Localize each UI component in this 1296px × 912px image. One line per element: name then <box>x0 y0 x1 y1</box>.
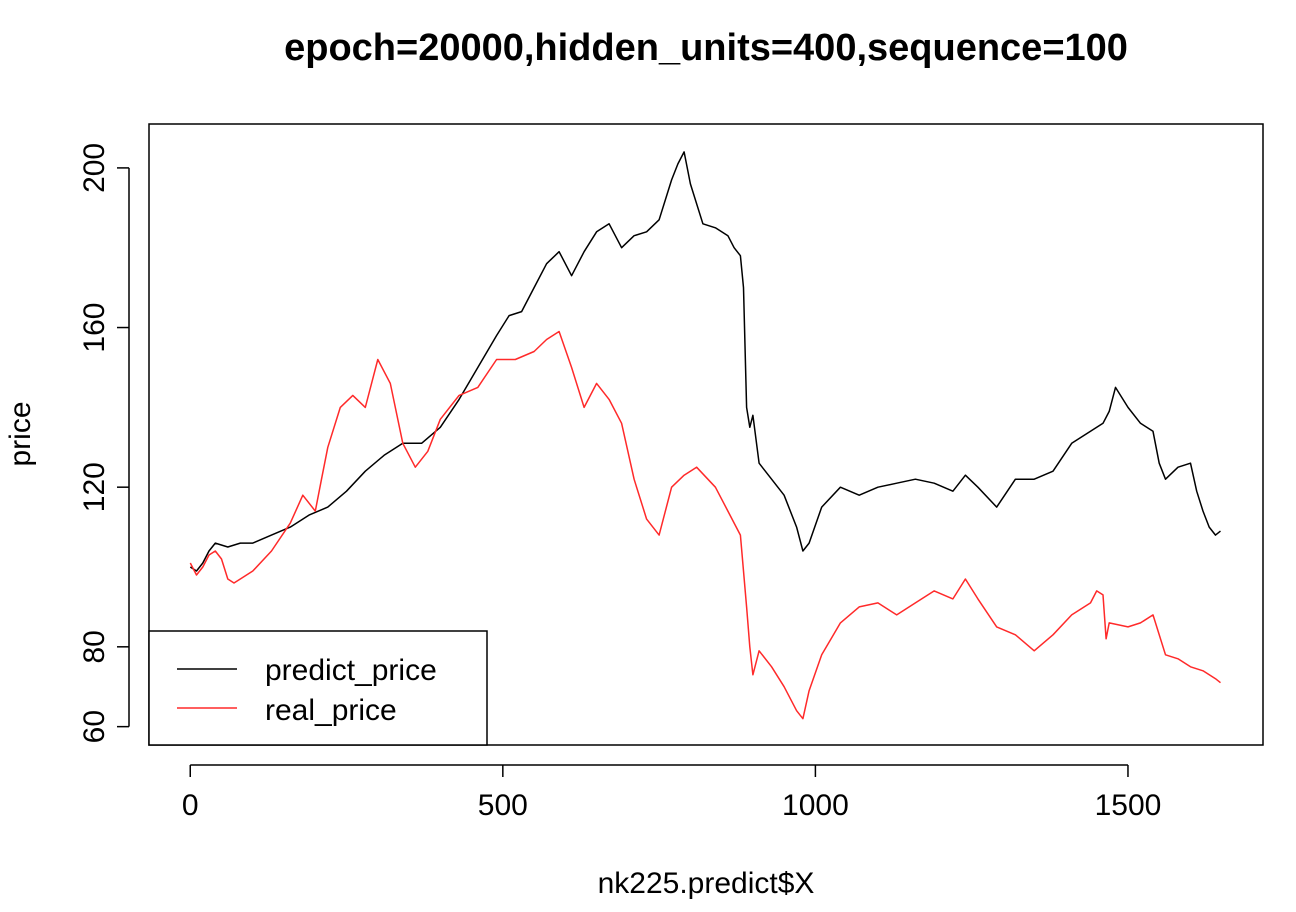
chart-title: epoch=20000,hidden_units=400,sequence=10… <box>284 27 1128 69</box>
legend-box <box>148 630 488 746</box>
legend: predict_price real_price <box>148 630 488 746</box>
x-tick-label: 1500 <box>1095 789 1162 822</box>
x-axis: 0 500 1000 1500 <box>182 764 1162 822</box>
y-tick-label: 80 <box>78 630 111 663</box>
legend-label-real_price: real_price <box>265 694 397 727</box>
x-axis-label: nk225.predict$X <box>598 867 815 900</box>
series-line-predict_price <box>189 151 1221 572</box>
y-tick-label: 60 <box>78 710 111 743</box>
legend-label-predict_price: predict_price <box>265 654 437 687</box>
y-tick-label: 160 <box>78 303 111 353</box>
y-axis: 60 80 120 160 200 <box>78 143 130 743</box>
plot-frame <box>148 123 1264 746</box>
x-tick-label: 1000 <box>782 789 849 822</box>
x-tick-label: 500 <box>478 789 528 822</box>
series-line-real_price <box>189 330 1221 720</box>
x-tick-label: 0 <box>182 789 199 822</box>
y-axis-label: price <box>4 401 37 466</box>
series-layer <box>189 151 1221 720</box>
y-tick-label: 120 <box>78 462 111 512</box>
y-tick-label: 200 <box>78 143 111 193</box>
